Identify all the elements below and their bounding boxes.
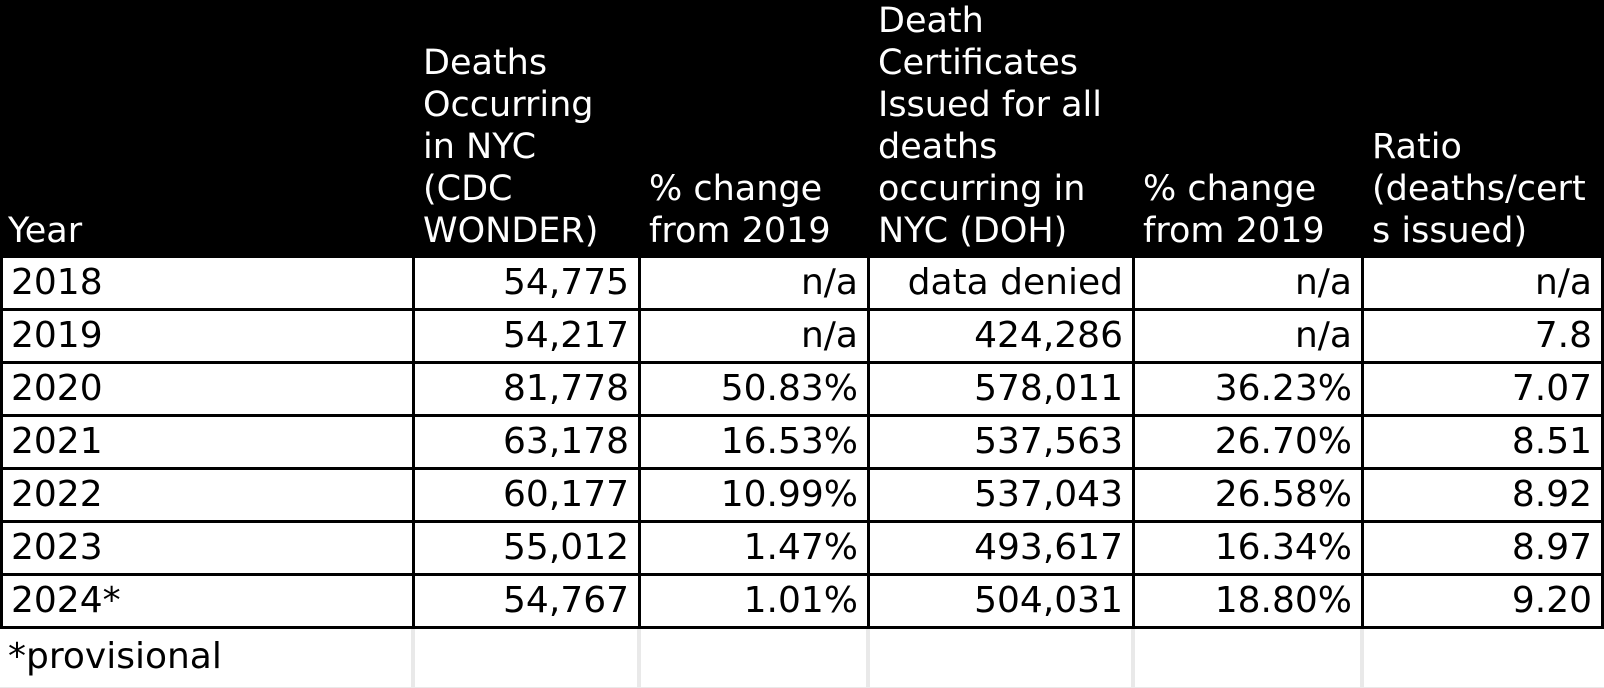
footnote-provisional: *provisional — [0, 629, 415, 688]
table-cell: 50.83% — [641, 364, 870, 417]
table-cell-empty — [1135, 629, 1364, 688]
table-cell: n/a — [1135, 311, 1364, 364]
table-cell: 7.07 — [1364, 364, 1604, 417]
table-cell-empty — [641, 629, 870, 688]
table-cell: 36.23% — [1135, 364, 1364, 417]
table-cell: 1.01% — [641, 576, 870, 629]
table-cell: 2022 — [0, 470, 415, 523]
table-cell: 9.20 — [1364, 576, 1604, 629]
table-cell: 55,012 — [415, 523, 641, 576]
table-cell: 18.80% — [1135, 576, 1364, 629]
column-header-ratio: Ratio (deaths/cert s issued) — [1364, 0, 1604, 258]
table-cell: 493,617 — [870, 523, 1135, 576]
table-cell: 60,177 — [415, 470, 641, 523]
column-header-deaths-cdc-wonder: Deaths Occurring in NYC (CDC WONDER) — [415, 0, 641, 258]
table-cell: n/a — [1364, 258, 1604, 311]
table-cell: 16.53% — [641, 417, 870, 470]
table-cell: 26.70% — [1135, 417, 1364, 470]
table-cell: 2021 — [0, 417, 415, 470]
table-cell: 2023 — [0, 523, 415, 576]
table-cell: 2019 — [0, 311, 415, 364]
table-cell-empty — [870, 629, 1135, 688]
table-cell-empty — [415, 629, 641, 688]
table-cell: 7.8 — [1364, 311, 1604, 364]
table-body: 2018 54,775 n/a data denied n/a n/a 2019… — [0, 258, 1604, 688]
table-cell: 2024* — [0, 576, 415, 629]
table-cell: n/a — [1135, 258, 1364, 311]
table-cell: 63,178 — [415, 417, 641, 470]
table-cell: 578,011 — [870, 364, 1135, 417]
header-row: Year Deaths Occurring in NYC (CDC WONDER… — [0, 0, 1604, 258]
table-cell: 424,286 — [870, 311, 1135, 364]
table-cell: 2018 — [0, 258, 415, 311]
table-cell: 54,767 — [415, 576, 641, 629]
table-cell: 8.51 — [1364, 417, 1604, 470]
table-cell: 8.92 — [1364, 470, 1604, 523]
table-cell: 81,778 — [415, 364, 641, 417]
table-row-2020: 2020 81,778 50.83% 578,011 36.23% 7.07 — [0, 364, 1604, 417]
table-cell: 2020 — [0, 364, 415, 417]
table-row-2024: 2024* 54,767 1.01% 504,031 18.80% 9.20 — [0, 576, 1604, 629]
table-cell: data denied — [870, 258, 1135, 311]
table-cell: 16.34% — [1135, 523, 1364, 576]
table-cell: n/a — [641, 311, 870, 364]
table-cell-empty — [1364, 629, 1604, 688]
table-cell: 537,563 — [870, 417, 1135, 470]
table-cell: 8.97 — [1364, 523, 1604, 576]
table-cell: 26.58% — [1135, 470, 1364, 523]
column-header-pct-change-cdc: % change from 2019 — [641, 0, 870, 258]
table-cell: n/a — [641, 258, 870, 311]
column-header-year: Year — [0, 0, 415, 258]
table-cell: 54,775 — [415, 258, 641, 311]
table-row-2022: 2022 60,177 10.99% 537,043 26.58% 8.92 — [0, 470, 1604, 523]
table-header: Year Deaths Occurring in NYC (CDC WONDER… — [0, 0, 1604, 258]
table-row-2018: 2018 54,775 n/a data denied n/a n/a — [0, 258, 1604, 311]
table-cell: 54,217 — [415, 311, 641, 364]
table-row-2023: 2023 55,012 1.47% 493,617 16.34% 8.97 — [0, 523, 1604, 576]
table-cell: 10.99% — [641, 470, 870, 523]
table-cell: 1.47% — [641, 523, 870, 576]
footnote-row: *provisional — [0, 629, 1604, 688]
table-row-2019: 2019 54,217 n/a 424,286 n/a 7.8 — [0, 311, 1604, 364]
table-row-2021: 2021 63,178 16.53% 537,563 26.70% 8.51 — [0, 417, 1604, 470]
column-header-pct-change-doh: % change from 2019 — [1135, 0, 1364, 258]
column-header-death-certificates-doh: Death Certificates Issued for all deaths… — [870, 0, 1135, 258]
table-cell: 504,031 — [870, 576, 1135, 629]
table-cell: 537,043 — [870, 470, 1135, 523]
